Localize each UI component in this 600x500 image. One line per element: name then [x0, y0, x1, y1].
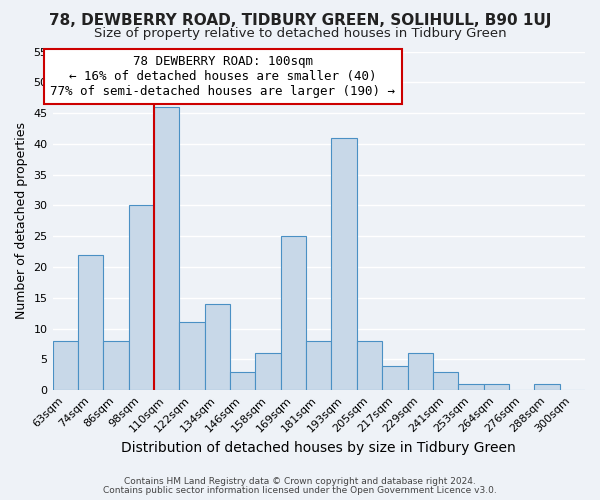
- Bar: [382, 366, 407, 390]
- Bar: [205, 304, 230, 390]
- Text: 78 DEWBERRY ROAD: 100sqm
← 16% of detached houses are smaller (40)
77% of semi-d: 78 DEWBERRY ROAD: 100sqm ← 16% of detach…: [50, 55, 395, 98]
- X-axis label: Distribution of detached houses by size in Tidbury Green: Distribution of detached houses by size …: [121, 441, 516, 455]
- Bar: [281, 236, 306, 390]
- Bar: [357, 341, 382, 390]
- Bar: [230, 372, 256, 390]
- Bar: [534, 384, 560, 390]
- Text: 78, DEWBERRY ROAD, TIDBURY GREEN, SOLIHULL, B90 1UJ: 78, DEWBERRY ROAD, TIDBURY GREEN, SOLIHU…: [49, 12, 551, 28]
- Text: Contains HM Land Registry data © Crown copyright and database right 2024.: Contains HM Land Registry data © Crown c…: [124, 477, 476, 486]
- Bar: [331, 138, 357, 390]
- Bar: [433, 372, 458, 390]
- Y-axis label: Number of detached properties: Number of detached properties: [15, 122, 28, 320]
- Bar: [53, 341, 78, 390]
- Bar: [103, 341, 128, 390]
- Bar: [78, 254, 103, 390]
- Text: Size of property relative to detached houses in Tidbury Green: Size of property relative to detached ho…: [94, 28, 506, 40]
- Text: Contains public sector information licensed under the Open Government Licence v3: Contains public sector information licen…: [103, 486, 497, 495]
- Bar: [179, 322, 205, 390]
- Bar: [154, 107, 179, 390]
- Bar: [458, 384, 484, 390]
- Bar: [306, 341, 331, 390]
- Bar: [484, 384, 509, 390]
- Bar: [256, 354, 281, 390]
- Bar: [407, 354, 433, 390]
- Bar: [128, 206, 154, 390]
